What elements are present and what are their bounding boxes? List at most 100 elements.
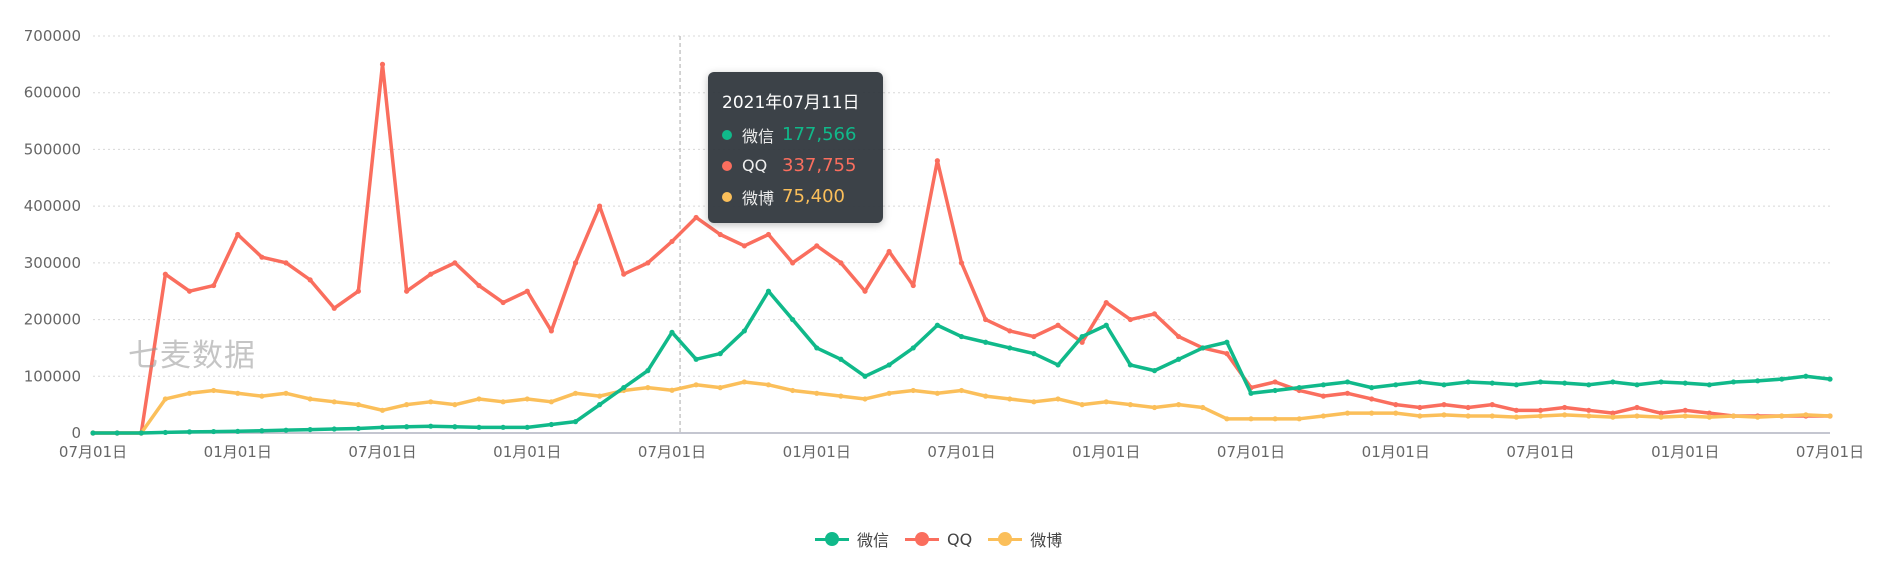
data-point — [693, 382, 699, 388]
y-tick-label: 600000 — [24, 84, 81, 102]
data-point — [452, 260, 458, 266]
data-point — [1055, 362, 1061, 368]
data-point — [331, 399, 337, 405]
data-point — [162, 396, 168, 402]
data-point — [1007, 328, 1013, 334]
data-point — [283, 260, 289, 266]
data-point — [693, 356, 699, 362]
x-tick-label: 07月01日 — [638, 443, 706, 461]
data-point — [404, 424, 410, 430]
data-point — [211, 428, 217, 435]
data-point — [1586, 382, 1592, 388]
data-point — [1031, 399, 1037, 405]
data-point — [862, 288, 868, 294]
data-point — [1465, 413, 1471, 419]
data-point — [1827, 376, 1833, 382]
data-point — [1031, 351, 1037, 357]
tooltip: 2021年07月11日 微信 177,566 QQ 337,755 微博 75,… — [708, 72, 883, 223]
legend-label: QQ — [947, 529, 973, 549]
data-point — [790, 316, 796, 323]
data-point — [886, 390, 892, 396]
data-point — [1417, 379, 1423, 385]
data-point — [211, 387, 217, 394]
data-point — [524, 288, 530, 294]
data-point — [1779, 413, 1785, 419]
data-point — [765, 231, 772, 238]
data-point — [1634, 382, 1640, 388]
tooltip-row-qq: QQ 337,755 — [722, 150, 883, 181]
legend-line-dot-icon — [815, 526, 849, 552]
data-point — [355, 402, 361, 408]
legend-item-weibo[interactable]: 微博 — [988, 526, 1062, 552]
x-tick-label: 01月01日 — [783, 443, 851, 461]
data-point — [1393, 402, 1399, 408]
x-tick-label: 07月01日 — [927, 443, 995, 461]
data-point — [500, 424, 506, 430]
data-point — [1658, 379, 1664, 385]
data-point — [645, 385, 651, 391]
tooltip-series-name: 微信 — [742, 126, 775, 146]
data-point — [790, 387, 796, 394]
data-point — [1803, 373, 1809, 379]
data-point — [1272, 416, 1278, 422]
data-point — [331, 305, 337, 311]
data-point — [476, 282, 482, 289]
data-point — [1586, 413, 1592, 419]
data-point — [1827, 413, 1833, 419]
legend-item-wechat[interactable]: 微信 — [815, 526, 889, 552]
tooltip-series-value: 75,400 — [782, 186, 845, 207]
x-tick-label: 07月01日 — [59, 443, 127, 461]
data-point — [597, 203, 603, 209]
tooltip-series-value: 177,566 — [782, 124, 857, 145]
y-tick-label: 0 — [71, 424, 81, 442]
data-point — [1007, 396, 1013, 402]
data-point — [1031, 333, 1037, 340]
data-point — [404, 402, 410, 408]
legend-item-qq[interactable]: QQ — [905, 526, 972, 552]
x-tick-label: 01月01日 — [1072, 443, 1140, 461]
data-point — [693, 214, 699, 221]
data-point — [1151, 404, 1158, 411]
data-point — [1079, 333, 1085, 340]
data-point — [90, 430, 96, 436]
data-point — [765, 288, 772, 294]
data-point — [934, 158, 940, 164]
data-point — [1151, 368, 1158, 374]
data-point — [1200, 345, 1206, 351]
data-point — [452, 402, 458, 408]
legend: 微信 QQ 微博 — [815, 526, 1078, 552]
data-point — [162, 271, 168, 277]
data-point — [114, 430, 120, 436]
data-point — [1441, 412, 1447, 418]
data-point — [1296, 416, 1302, 422]
data-point — [1489, 380, 1495, 386]
data-point — [717, 231, 723, 238]
data-point — [572, 419, 579, 425]
data-point — [1393, 382, 1399, 388]
data-point — [1079, 339, 1085, 345]
data-point — [379, 407, 386, 413]
data-point — [1682, 380, 1688, 386]
data-point — [741, 243, 747, 249]
data-point — [1610, 410, 1616, 416]
data-point — [1176, 356, 1182, 362]
data-point — [1103, 299, 1109, 306]
data-point — [572, 390, 579, 396]
data-point — [886, 248, 892, 255]
data-point — [1369, 385, 1375, 391]
data-point — [1586, 407, 1592, 413]
data-point — [1730, 379, 1737, 385]
data-point — [476, 396, 482, 402]
data-point — [186, 288, 193, 294]
data-point — [404, 288, 410, 294]
data-point — [1344, 379, 1351, 385]
data-point — [1272, 387, 1278, 394]
data-point — [1224, 416, 1230, 422]
legend-label: 微博 — [1030, 531, 1063, 550]
data-point — [283, 390, 289, 396]
data-point — [548, 399, 554, 405]
tooltip-series-value: 337,755 — [782, 155, 857, 176]
data-point — [1706, 414, 1712, 420]
data-point — [379, 61, 386, 67]
